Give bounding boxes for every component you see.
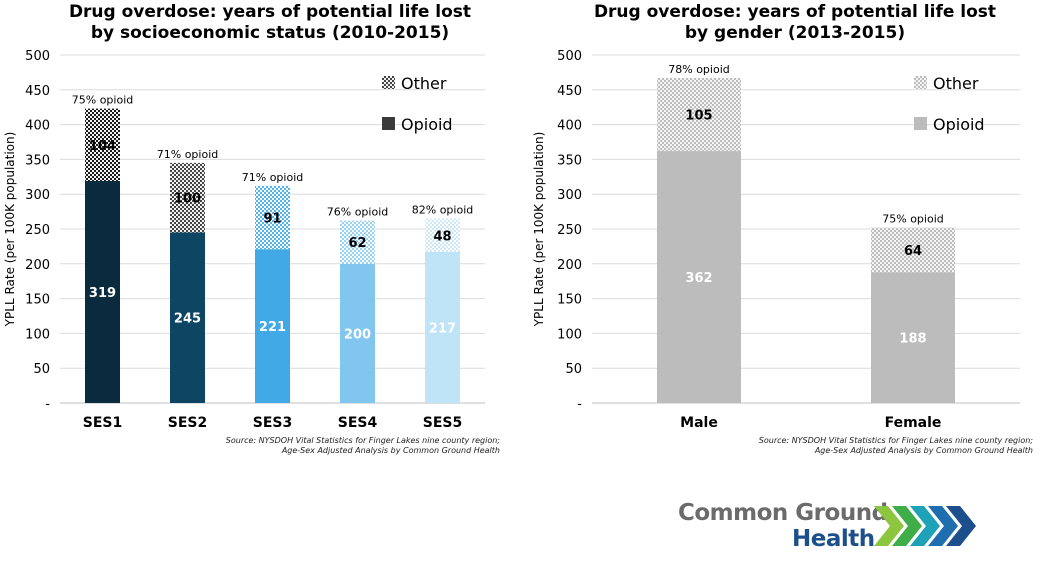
left-source-line2: Age-Sex Adjusted Analysis by Common Grou… — [281, 446, 500, 455]
y-tick-label: 100 — [557, 327, 582, 342]
legend-swatch — [382, 117, 395, 130]
legend-swatch — [914, 117, 927, 130]
category-label: Female — [885, 415, 942, 431]
opioid-share-annotation: 71% opioid — [242, 171, 303, 184]
data-label-other: 64 — [904, 244, 922, 259]
bar-opioid — [657, 151, 741, 403]
y-tick-label: 150 — [557, 293, 582, 308]
data-label-opioid: 200 — [344, 327, 371, 342]
y-tick-label: 50 — [565, 362, 582, 377]
y-tick-label: 350 — [25, 153, 50, 168]
opioid-share-annotation: 75% opioid — [882, 213, 943, 226]
right-chart-title-line2: by gender (2013-2015) — [684, 23, 906, 43]
y-tick-label: 200 — [557, 258, 582, 273]
y-tick-label: 250 — [25, 223, 50, 238]
data-label-other: 105 — [685, 109, 712, 124]
right-source-line1: Source: NYSDOH Vital Statistics for Fing… — [758, 436, 1033, 445]
right-source-line2: Age-Sex Adjusted Analysis by Common Grou… — [814, 446, 1033, 455]
y-tick-label: 300 — [25, 188, 50, 203]
data-label-other: 100 — [174, 192, 201, 207]
logo-chevrons-icon — [874, 506, 976, 546]
opioid-share-annotation: 78% opioid — [668, 63, 729, 76]
logo-chevron — [928, 506, 958, 546]
logo-chevron — [946, 506, 976, 546]
left-chart-title: Drug overdose: years of potential life l… — [40, 2, 500, 44]
left-source-line1: Source: NYSDOH Vital Statistics for Fing… — [225, 436, 500, 445]
y-tick-label: - — [577, 397, 582, 412]
category-label: SES4 — [338, 415, 378, 431]
y-axis-label: YPLL Rate (per 100K population) — [532, 132, 546, 328]
y-tick-label: 200 — [25, 258, 50, 273]
right-chart-title-line1: Drug overdose: years of potential life l… — [593, 2, 997, 22]
bar-opioid — [425, 251, 460, 403]
logo-text-line2: Health — [792, 526, 875, 552]
bar-other — [255, 185, 290, 250]
bar-other — [871, 227, 955, 273]
opioid-share-annotation: 76% opioid — [327, 206, 388, 219]
category-label: SES1 — [83, 415, 122, 431]
left-chart: - 50 100 150 200 250 300 350 400 450 500 YPLL Rate … — [3, 49, 485, 431]
y-tick-label: 250 — [557, 223, 582, 238]
category-label: SES3 — [253, 415, 292, 431]
legend-swatch — [382, 76, 395, 89]
legend-swatch — [914, 76, 927, 89]
left-chart-title-line1: Drug overdose: years of potential life l… — [68, 2, 472, 22]
left-source-note: Source: NYSDOH Vital Statistics for Fing… — [100, 436, 500, 456]
legend-label: Opioid — [933, 115, 985, 134]
category-label: Male — [680, 415, 718, 431]
logo-chevron — [874, 506, 904, 546]
bar-opioid — [85, 180, 120, 403]
data-label-opioid: 188 — [899, 332, 926, 347]
y-tick-label: 150 — [25, 293, 50, 308]
category-label: SES2 — [168, 415, 207, 431]
bar-opioid — [255, 249, 290, 403]
y-tick-label: 350 — [557, 153, 582, 168]
logo-chevron — [910, 506, 940, 546]
left-chart-title-line2: by socioeconomic status (2010-2015) — [90, 23, 450, 43]
common-ground-health-logo: Common Ground Health — [678, 500, 998, 560]
y-tick-label: 50 — [33, 362, 50, 377]
bar-other — [170, 162, 205, 233]
data-label-opioid: 221 — [259, 320, 286, 335]
bar-other — [85, 108, 120, 181]
legend-label: Opioid — [401, 115, 453, 134]
y-tick-label: 450 — [25, 84, 50, 99]
data-label-opioid: 362 — [685, 271, 712, 286]
y-tick-label: 500 — [557, 49, 582, 64]
data-label-opioid: 319 — [89, 286, 116, 301]
data-label-other: 48 — [433, 229, 451, 244]
y-tick-label: - — [45, 397, 50, 412]
bar-opioid — [340, 263, 375, 403]
category-label: SES5 — [423, 415, 462, 431]
bar-other — [425, 218, 460, 252]
data-label-other: 62 — [348, 236, 366, 251]
legend-label: Other — [401, 74, 447, 93]
bar-other — [340, 220, 375, 264]
y-tick-label: 450 — [557, 84, 582, 99]
logo-text-line1: Common Ground — [678, 500, 888, 526]
data-label-opioid: 217 — [429, 321, 456, 336]
data-label-opioid: 245 — [174, 312, 201, 327]
opioid-share-annotation: 82% opioid — [412, 204, 473, 217]
opioid-share-annotation: 75% opioid — [72, 94, 133, 107]
opioid-share-annotation: 71% opioid — [157, 148, 218, 161]
y-tick-label: 500 — [25, 49, 50, 64]
y-tick-label: 100 — [25, 327, 50, 342]
bar-other — [657, 77, 741, 152]
y-tick-label: 300 — [557, 188, 582, 203]
bar-opioid — [871, 272, 955, 403]
logo-chevron — [892, 506, 922, 546]
data-label-other: 104 — [89, 139, 116, 154]
right-source-note: Source: NYSDOH Vital Statistics for Fing… — [633, 436, 1033, 456]
right-chart-title: Drug overdose: years of potential life l… — [560, 2, 1030, 44]
right-chart: - 50 100 150 200 250 300 350 400 450 500 YPLL Rate … — [532, 49, 1020, 431]
y-axis-label: YPLL Rate (per 100K population) — [3, 132, 17, 328]
data-label-other: 91 — [263, 212, 281, 227]
y-tick-label: 400 — [25, 119, 50, 134]
legend-label: Other — [933, 74, 979, 93]
bar-opioid — [170, 232, 205, 403]
y-tick-label: 400 — [557, 119, 582, 134]
